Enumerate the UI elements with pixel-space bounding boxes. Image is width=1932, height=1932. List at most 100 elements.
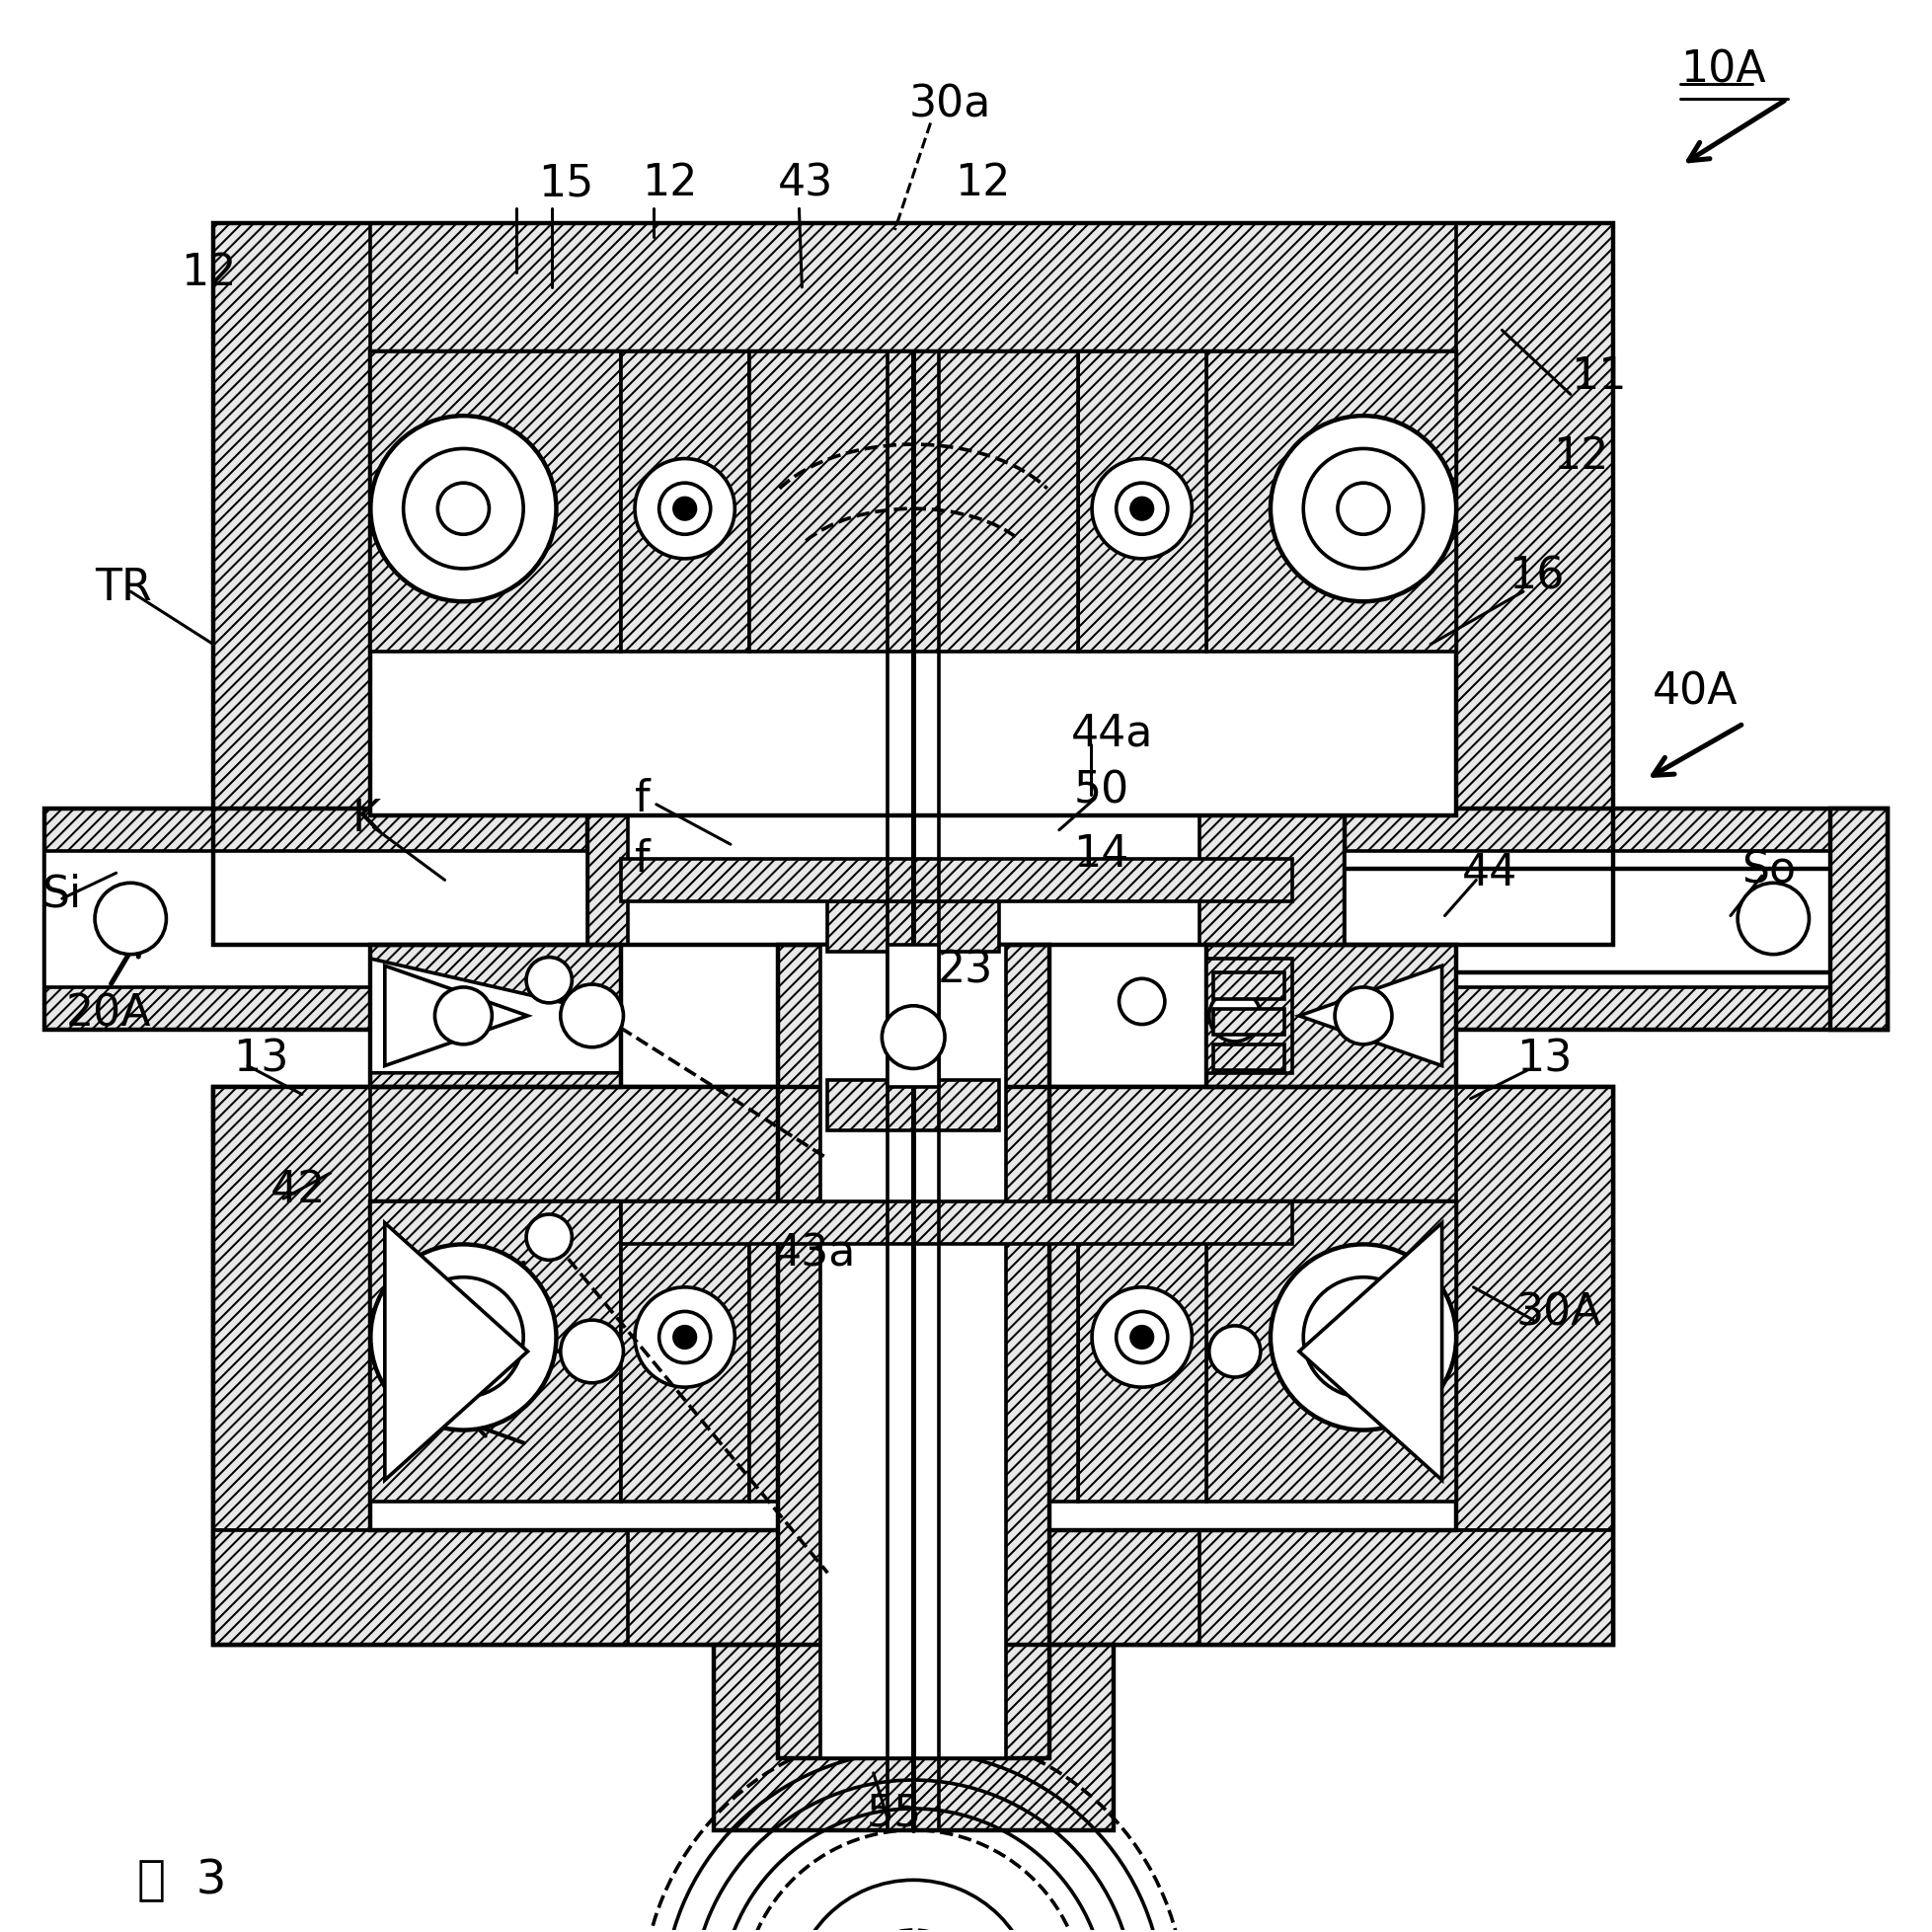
Circle shape bbox=[1337, 1312, 1389, 1364]
Text: 55: 55 bbox=[866, 1791, 922, 1833]
Bar bbox=[620, 860, 1293, 902]
Circle shape bbox=[659, 1312, 711, 1364]
Text: f: f bbox=[636, 838, 649, 881]
Circle shape bbox=[437, 1312, 489, 1364]
Bar bbox=[44, 810, 587, 1030]
Bar bbox=[371, 945, 620, 1088]
Bar bbox=[213, 224, 1613, 945]
Circle shape bbox=[1130, 498, 1153, 520]
Bar bbox=[213, 1530, 628, 1644]
Circle shape bbox=[435, 987, 493, 1045]
Text: 图  3: 图 3 bbox=[137, 1857, 226, 1903]
Text: 40A: 40A bbox=[1652, 670, 1737, 713]
Bar bbox=[777, 945, 1049, 1758]
Circle shape bbox=[636, 1287, 734, 1387]
Circle shape bbox=[1269, 1244, 1457, 1430]
Circle shape bbox=[95, 883, 166, 954]
Circle shape bbox=[659, 483, 711, 535]
Text: 44a: 44a bbox=[1070, 713, 1153, 753]
Bar bbox=[213, 1088, 371, 1644]
Text: 30A: 30A bbox=[1517, 1293, 1602, 1335]
Bar bbox=[44, 852, 587, 987]
Text: 43: 43 bbox=[777, 162, 833, 205]
Bar bbox=[620, 352, 750, 651]
Bar bbox=[750, 352, 1078, 651]
Polygon shape bbox=[371, 958, 620, 1072]
Circle shape bbox=[672, 1325, 696, 1349]
Bar bbox=[371, 1202, 620, 1501]
Polygon shape bbox=[384, 966, 527, 1066]
Polygon shape bbox=[384, 1223, 527, 1480]
Bar bbox=[213, 1088, 1613, 1644]
Circle shape bbox=[1209, 1325, 1260, 1378]
Text: 15: 15 bbox=[537, 162, 593, 205]
Circle shape bbox=[1337, 483, 1389, 535]
Bar bbox=[887, 945, 939, 1088]
Text: 16: 16 bbox=[1509, 554, 1565, 597]
Bar bbox=[1206, 945, 1457, 1088]
Text: 30a: 30a bbox=[908, 83, 991, 126]
Bar bbox=[1206, 1202, 1457, 1501]
Circle shape bbox=[1302, 1277, 1424, 1397]
Text: TR: TR bbox=[95, 566, 153, 609]
Bar bbox=[213, 1088, 1613, 1202]
Circle shape bbox=[1335, 987, 1391, 1045]
Bar bbox=[1198, 815, 1613, 945]
Bar bbox=[213, 1088, 1613, 1644]
Text: 44: 44 bbox=[1463, 852, 1517, 895]
Circle shape bbox=[1119, 980, 1165, 1024]
Circle shape bbox=[1737, 883, 1808, 954]
Text: 10A: 10A bbox=[1681, 50, 1766, 91]
Text: 42: 42 bbox=[270, 1169, 327, 1211]
Circle shape bbox=[526, 958, 572, 1003]
Circle shape bbox=[1302, 448, 1424, 568]
Circle shape bbox=[404, 1277, 524, 1397]
Bar bbox=[1206, 958, 1293, 1072]
Text: 43a: 43a bbox=[773, 1233, 856, 1275]
Bar bbox=[1345, 852, 1888, 987]
Bar bbox=[1198, 1530, 1613, 1644]
Bar bbox=[213, 815, 628, 945]
Bar bbox=[827, 1080, 999, 1130]
Circle shape bbox=[371, 415, 556, 601]
Text: 12: 12 bbox=[180, 251, 236, 294]
Bar bbox=[1213, 1045, 1285, 1070]
Bar bbox=[1457, 224, 1613, 945]
Circle shape bbox=[1092, 460, 1192, 558]
Text: 12: 12 bbox=[1553, 435, 1609, 477]
Text: So: So bbox=[1741, 848, 1797, 891]
Text: 12: 12 bbox=[954, 162, 1010, 205]
Text: 13: 13 bbox=[234, 1037, 290, 1080]
Text: Si: Si bbox=[43, 873, 81, 916]
Text: K: K bbox=[352, 798, 381, 840]
Circle shape bbox=[404, 448, 524, 568]
Polygon shape bbox=[1298, 966, 1441, 1066]
Text: 14: 14 bbox=[1072, 833, 1128, 875]
Circle shape bbox=[1209, 991, 1260, 1041]
Bar bbox=[713, 1644, 1113, 1830]
Bar bbox=[750, 1202, 1078, 1501]
Text: 11: 11 bbox=[1571, 355, 1627, 398]
Bar bbox=[1213, 974, 1285, 999]
Text: f: f bbox=[636, 779, 649, 819]
Bar bbox=[1457, 1088, 1613, 1644]
Bar bbox=[371, 352, 620, 651]
Circle shape bbox=[672, 498, 696, 520]
Text: 20A: 20A bbox=[66, 991, 151, 1034]
Circle shape bbox=[560, 985, 624, 1047]
Circle shape bbox=[636, 460, 734, 558]
Bar bbox=[371, 1202, 1457, 1530]
Text: 13: 13 bbox=[1517, 1037, 1571, 1080]
Text: 12: 12 bbox=[641, 162, 697, 205]
Bar bbox=[821, 945, 1007, 1758]
Circle shape bbox=[1117, 1312, 1167, 1364]
Bar bbox=[1830, 810, 1888, 1030]
Bar bbox=[620, 1202, 1293, 1244]
Circle shape bbox=[526, 1215, 572, 1260]
Polygon shape bbox=[1298, 1223, 1441, 1480]
Bar bbox=[371, 352, 1457, 815]
Bar bbox=[213, 1530, 1613, 1644]
Circle shape bbox=[560, 1320, 624, 1383]
Circle shape bbox=[1130, 1325, 1153, 1349]
Circle shape bbox=[881, 1007, 945, 1068]
